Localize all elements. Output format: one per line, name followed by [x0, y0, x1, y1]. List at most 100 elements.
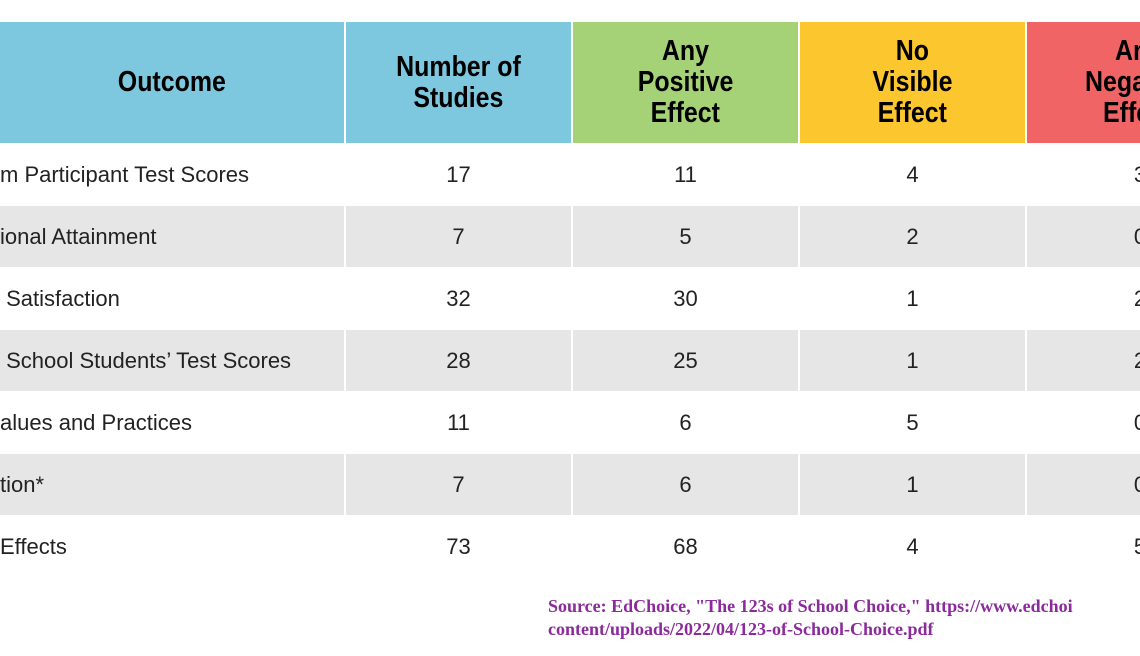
count-value: 17	[446, 162, 471, 187]
table-cell: 2	[800, 206, 1025, 267]
header-label: Studies	[413, 81, 504, 114]
outcome-label: alues and Practices	[0, 410, 192, 435]
table-cell: 0	[1027, 454, 1140, 515]
count-value: 68	[673, 534, 698, 559]
table-cell: 1	[800, 330, 1025, 391]
table-cell: 2	[1027, 330, 1140, 391]
count-value: 2	[1027, 330, 1140, 391]
header-cell: Number of Studies	[346, 22, 571, 143]
count-value: 6	[679, 472, 692, 497]
header-cell: Outcome	[0, 22, 344, 143]
header-text: Nega	[1085, 67, 1140, 98]
header-label: No	[895, 35, 930, 67]
count-value: 5	[679, 224, 692, 249]
header-text: Effect	[800, 98, 1025, 129]
table-cell: tion*	[0, 454, 344, 515]
table-cell: 1	[800, 454, 1025, 515]
table-cell: 5	[573, 206, 798, 267]
table-cell: 68	[573, 516, 798, 577]
table-cell: 4	[800, 516, 1025, 577]
count-value: 25	[673, 348, 698, 373]
count-value: 11	[674, 162, 697, 187]
header-label: Outcome	[117, 66, 227, 98]
table-cell: Effects	[0, 516, 344, 577]
count-value: 32	[446, 286, 471, 311]
table-cell: 30	[573, 268, 798, 329]
count-value: 2	[906, 224, 919, 249]
count-value: 4	[906, 162, 919, 187]
table-cell: 5	[1027, 516, 1140, 577]
count-value: 5	[1027, 516, 1140, 577]
table-cell: 0	[1027, 392, 1140, 453]
count-value: 3	[1027, 144, 1140, 205]
header-text: No	[800, 36, 1025, 67]
table-cell: alues and Practices	[0, 392, 344, 453]
header-label: Effect	[650, 97, 721, 129]
header-text: Studies	[346, 81, 571, 114]
count-value: 0	[1027, 454, 1140, 515]
outcome-label: Effects	[0, 534, 67, 559]
table-cell: 17	[346, 144, 571, 205]
header-text: Outcome	[0, 67, 344, 98]
table-cell: 3	[1027, 144, 1140, 205]
count-value: 7	[452, 224, 465, 249]
table-cell: 4	[800, 144, 1025, 205]
outcome-label: Satisfaction	[0, 286, 120, 311]
count-value: 4	[906, 534, 919, 559]
table-cell: 11	[346, 392, 571, 453]
table-cell: Satisfaction	[0, 268, 344, 329]
count-value: 5	[906, 410, 919, 435]
table-cell: 6	[573, 392, 798, 453]
table-cell: 28	[346, 330, 571, 391]
header-text: Positive	[573, 67, 798, 98]
count-value: 11	[447, 410, 470, 435]
outcome-label: ional Attainment	[0, 224, 157, 249]
header-text: Effe	[1103, 98, 1140, 129]
header-text: Effect	[573, 98, 798, 129]
table-cell: ional Attainment	[0, 206, 344, 267]
header-cell: AnNegaEffe	[1027, 22, 1140, 143]
count-value: 28	[446, 348, 471, 373]
header-label: Any	[661, 35, 710, 67]
outcome-label: m Participant Test Scores	[0, 162, 250, 187]
outcome-label: tion*	[0, 472, 45, 497]
header-cell: Any Positive Effect	[573, 22, 798, 143]
count-value: 1	[906, 472, 919, 497]
header-label: Nega	[1085, 66, 1140, 98]
table-cell: 1	[800, 268, 1025, 329]
header-label: Effe	[1103, 97, 1140, 129]
header-label: Positive	[637, 66, 734, 98]
table-cell: 6	[573, 454, 798, 515]
table-cell: School Students’ Test Scores	[0, 330, 344, 391]
table-cell: 7	[346, 454, 571, 515]
header-label: Number of	[396, 50, 521, 83]
count-value: 7	[452, 472, 465, 497]
table-cell: 73	[346, 516, 571, 577]
header-text: Visible	[800, 67, 1025, 98]
table-cell: 11	[573, 144, 798, 205]
outcome-label: School Students’ Test Scores	[0, 348, 292, 373]
source-line: Source: EdChoice, "The 123s of School Ch…	[548, 596, 1073, 616]
header-text: Any	[573, 36, 798, 67]
table-cell: 25	[573, 330, 798, 391]
header-cell: No Visible Effect	[800, 22, 1025, 143]
count-value: 1	[906, 348, 919, 373]
count-value: 1	[906, 286, 919, 311]
table-cell: 7	[346, 206, 571, 267]
table-cell: m Participant Test Scores	[0, 144, 344, 205]
source-line: content/uploads/2022/04/123-of-School-Ch…	[548, 619, 934, 639]
header-label: An	[1115, 35, 1140, 67]
count-value: 30	[673, 286, 698, 311]
table-cell: 5	[800, 392, 1025, 453]
header-text: An	[1115, 36, 1140, 67]
header-text: Number of	[346, 50, 571, 83]
header-label: Visible	[872, 66, 953, 98]
table-cell: 2	[1027, 268, 1140, 329]
count-value: 0	[1027, 206, 1140, 267]
count-value: 2	[1027, 268, 1140, 329]
count-value: 73	[446, 534, 471, 559]
table-cell: 32	[346, 268, 571, 329]
table-cell: 0	[1027, 206, 1140, 267]
